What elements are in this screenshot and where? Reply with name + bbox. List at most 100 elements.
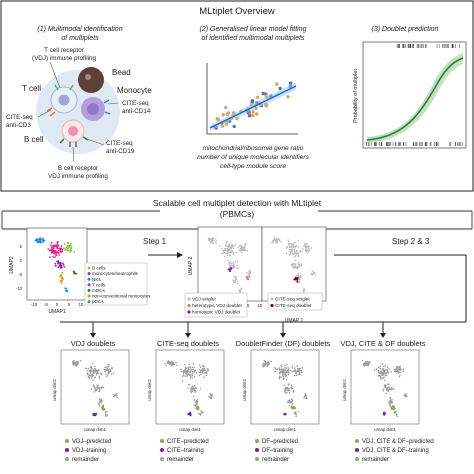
umap-point: [198, 412, 200, 415]
cd3-pointer: [37, 109, 52, 118]
umap-main-ytick: -10: [16, 286, 23, 291]
umap-vdj-point: [220, 252, 223, 254]
umap-point: [395, 366, 398, 368]
umap-vdj-point: [240, 248, 243, 250]
umap-point: [198, 364, 201, 366]
umap-vdj-point: [230, 251, 232, 254]
umap-main-xtick: 5: [68, 302, 71, 307]
umap-cite-point: [294, 248, 296, 250]
umap-point: [199, 366, 202, 369]
umap-cite-point: [274, 241, 277, 243]
umap-point: [389, 396, 392, 399]
umap-main-xtick: 10: [79, 302, 84, 307]
bead-highlight: [85, 74, 91, 80]
umap-point: [292, 389, 295, 392]
umap-main-point: [60, 264, 63, 267]
umap-point: [198, 371, 200, 374]
umap-point: [395, 414, 398, 416]
umap-vdj-point: [229, 265, 231, 268]
umap-cite-point: [272, 240, 274, 242]
umap-point: [98, 369, 100, 372]
umap-vdj-point: [243, 250, 245, 252]
cite-cd14-line2: anti-CD14: [122, 108, 151, 115]
umap-point: [405, 394, 408, 397]
umap-point: [278, 368, 281, 370]
umap-point: [115, 393, 118, 395]
umap-main-point: [73, 251, 76, 254]
umap-point: [190, 369, 192, 372]
umap-point: [284, 367, 286, 369]
umap-cite-point: [310, 272, 313, 275]
umap-point: [192, 368, 195, 371]
umap-point: [383, 369, 385, 371]
umap-point: [105, 375, 108, 378]
umap-vdj-point: [233, 279, 236, 282]
umap-point: [292, 387, 294, 390]
umap-point: [395, 368, 398, 370]
umap-point: [380, 372, 383, 375]
umap-point: [394, 369, 396, 371]
umap-vdj-point: [230, 262, 233, 265]
umap-point: [201, 371, 203, 373]
umap-point: [97, 384, 100, 387]
umap-main-xtick: 0: [56, 302, 59, 307]
legend-swatch: [160, 448, 164, 452]
legend-swatch: [255, 448, 259, 452]
umap-point: [91, 375, 93, 378]
umap-cite-point: [308, 249, 311, 252]
umap-point: [385, 372, 387, 375]
umap-point: [261, 364, 264, 366]
umap-point: [384, 365, 387, 367]
umap-point: [385, 392, 387, 395]
umap-vdj-point: [226, 254, 229, 257]
umap-point: [76, 363, 78, 366]
legend-swatch: [87, 266, 91, 270]
umap-point: [387, 402, 390, 404]
panel-title: VDJ doublets: [71, 339, 116, 348]
umap-point: [195, 402, 198, 405]
umap-main-point: [61, 250, 63, 253]
umap-vdj-point: [229, 246, 232, 249]
legend-swatch: [160, 457, 164, 461]
umap-vdj-point: [208, 238, 211, 240]
umap-point: [262, 365, 264, 368]
umap-point: [385, 374, 388, 377]
umap-point: [114, 394, 116, 397]
umap-point: [184, 368, 187, 371]
umap-point: [89, 372, 92, 374]
umap-vdj-point: [240, 287, 243, 290]
umap-main-point: [57, 249, 60, 252]
umap-vdj-point: [249, 271, 251, 273]
predicted-point: [393, 407, 396, 410]
umap-point: [377, 370, 380, 372]
umap-point: [386, 388, 388, 391]
umap-point: [286, 401, 289, 404]
umap-point: [91, 373, 94, 376]
legend-label: DF–predicted: [262, 439, 298, 445]
umap-point: [278, 376, 281, 379]
umap-main-point: [63, 247, 65, 250]
umap-point: [388, 368, 390, 370]
umap-point: [109, 368, 111, 370]
glm-caption-line1: mitochondrial/ribosomal gene ratio: [203, 145, 304, 152]
umap-point: [382, 389, 385, 392]
legend-label: remainder: [362, 457, 389, 463]
umap-point: [98, 403, 100, 405]
umap-point: [104, 415, 107, 417]
umap-point: [193, 404, 195, 406]
panel-title: VDJ, CITE & DF doublets: [340, 339, 425, 348]
glm-caption-line2: number of unique molecular identifiers: [197, 154, 309, 161]
umap-point: [281, 369, 283, 372]
umap-vdj-point: [244, 248, 246, 250]
legend-label: non-conventional monocytes: [92, 294, 151, 299]
umap-point: [183, 374, 185, 377]
umap-point: [191, 385, 194, 388]
umap-point: [263, 359, 266, 362]
umap-point: [75, 361, 77, 364]
umap-main-point: [52, 251, 54, 254]
umap-point: [172, 362, 175, 364]
umap-point: [265, 362, 268, 365]
umap-point: [290, 386, 292, 389]
umap-main-xtick: -5: [44, 302, 48, 307]
